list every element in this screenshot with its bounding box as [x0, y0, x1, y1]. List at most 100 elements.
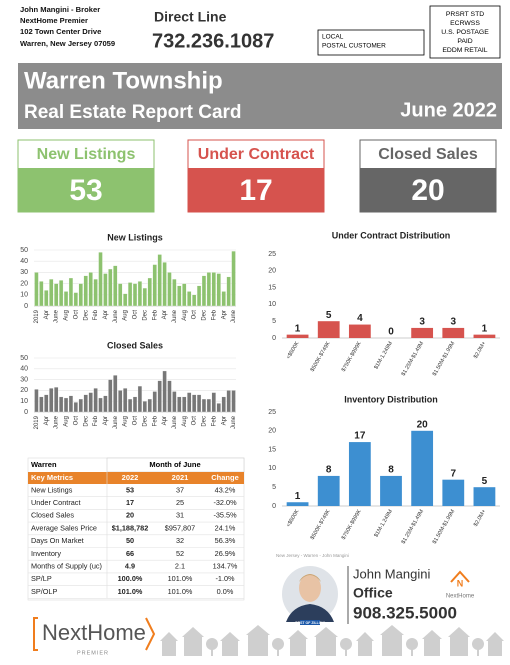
bar	[99, 252, 103, 306]
bar	[133, 284, 137, 306]
table-cell: 25	[176, 498, 184, 507]
y-tick-label: 0	[24, 409, 28, 416]
x-tick-label: Aug	[64, 416, 70, 427]
bar	[128, 282, 132, 306]
y-tick-label: 40	[20, 366, 28, 373]
data-label: 8	[388, 465, 394, 476]
data-label: 3	[419, 317, 425, 328]
table-cell: Days On Market	[31, 536, 84, 545]
table-cell: 26.9%	[215, 549, 236, 558]
x-tick-label: Dec	[142, 310, 148, 321]
y-tick-label: 30	[20, 269, 28, 276]
x-tick-label: Aug	[123, 416, 129, 427]
table-cell: 2.1	[175, 561, 185, 570]
bar	[192, 295, 196, 306]
x-tick-label: $1.25M-$1.49M	[401, 508, 426, 545]
bar	[232, 251, 236, 306]
x-tick-label: Feb	[211, 415, 217, 426]
brand: NextHome	[42, 620, 146, 645]
y-tick-label: 20	[20, 387, 28, 394]
bar	[287, 335, 309, 338]
bar	[177, 397, 181, 412]
x-tick-label: $500K-$749K	[310, 508, 332, 540]
postage-line: ECRWSS	[450, 20, 480, 27]
chart-title: Closed Sales	[107, 340, 163, 350]
table-cell: $1,188,782	[112, 523, 149, 532]
bar	[187, 393, 191, 412]
bar	[79, 399, 83, 412]
x-tick-label: Aug	[182, 310, 188, 321]
x-tick-label: Aug	[64, 310, 70, 321]
bar	[202, 276, 206, 306]
table-cell: 100.0%	[118, 574, 143, 583]
table-cell: 53	[126, 485, 134, 494]
y-tick-label: 15	[268, 446, 276, 453]
table-cell: 50	[126, 536, 134, 545]
bar	[108, 380, 112, 412]
table-cell: 4.9	[125, 561, 135, 570]
x-tick-label: $1M-1.249M	[373, 340, 394, 370]
agent-photo	[282, 566, 338, 625]
x-tick-label: June	[113, 415, 119, 429]
x-tick-label: $750K-$999K	[341, 508, 363, 540]
y-tick-label: 30	[20, 376, 28, 383]
bar	[69, 396, 73, 412]
x-tick-label: June	[172, 415, 178, 429]
bar	[54, 284, 58, 306]
bar	[163, 371, 167, 412]
bar	[287, 502, 309, 506]
x-tick-label: June	[172, 309, 178, 323]
footer-caption: New Jersey - Warren - John Mangini	[276, 553, 349, 558]
bar	[138, 386, 142, 412]
x-tick-label: $1.50M-$1.99M	[432, 340, 457, 377]
x-tick-label: <$500K	[286, 508, 301, 528]
table-cell: Closed Sales	[31, 511, 74, 520]
banner-title: Warren Township	[24, 67, 223, 94]
y-tick-label: 5	[272, 484, 276, 491]
recipient-line: LOCAL	[322, 34, 344, 41]
y-tick-label: 25	[268, 409, 276, 416]
bar	[79, 284, 83, 306]
bar	[442, 480, 464, 506]
table-period: Month of June	[149, 460, 200, 469]
bar	[158, 381, 162, 412]
x-tick-label: June	[231, 415, 237, 429]
x-tick-label: $2.0M+	[473, 341, 487, 360]
x-tick-label: $1.50M-$1.99M	[432, 508, 457, 545]
x-tick-label: $1M-1.249M	[373, 508, 394, 538]
table-cell: New Listings	[31, 485, 73, 494]
x-tick-label: Aug	[123, 310, 129, 321]
bar	[69, 278, 73, 306]
data-label: 3	[451, 317, 457, 328]
table-cell: $957,807	[165, 523, 195, 532]
agent-line: 102 Town Center Drive	[20, 27, 101, 36]
bar	[232, 390, 236, 412]
table-cell: SP/LP	[31, 574, 52, 583]
bar	[318, 476, 340, 506]
bar	[318, 321, 340, 338]
bar	[197, 286, 201, 306]
x-tick-label: Dec	[202, 416, 208, 427]
bar	[217, 274, 221, 306]
x-tick-label: Oct	[73, 310, 79, 320]
bar	[99, 398, 103, 412]
bar	[217, 403, 221, 412]
bar	[34, 389, 38, 412]
bar	[227, 277, 231, 306]
office-phone: 908.325.5000	[353, 603, 457, 622]
agent-line: Warren, New Jersey 07059	[20, 39, 115, 48]
column-header: 2022	[122, 473, 139, 482]
x-tick-label: Apr	[103, 310, 109, 319]
bar	[49, 388, 53, 412]
chart-title: Inventory Distribution	[344, 394, 438, 404]
x-tick-label: Dec	[142, 416, 148, 427]
table-cell: -32.0%	[213, 498, 237, 507]
x-tick-label: Apr	[221, 416, 227, 425]
y-tick-label: 0	[272, 503, 276, 510]
table-cell: -1.0%	[215, 574, 235, 583]
bar	[187, 291, 191, 306]
tile-value: 20	[411, 174, 444, 207]
x-tick-label: Apr	[162, 310, 168, 319]
bar	[168, 272, 172, 306]
y-tick-label: 40	[20, 258, 28, 265]
